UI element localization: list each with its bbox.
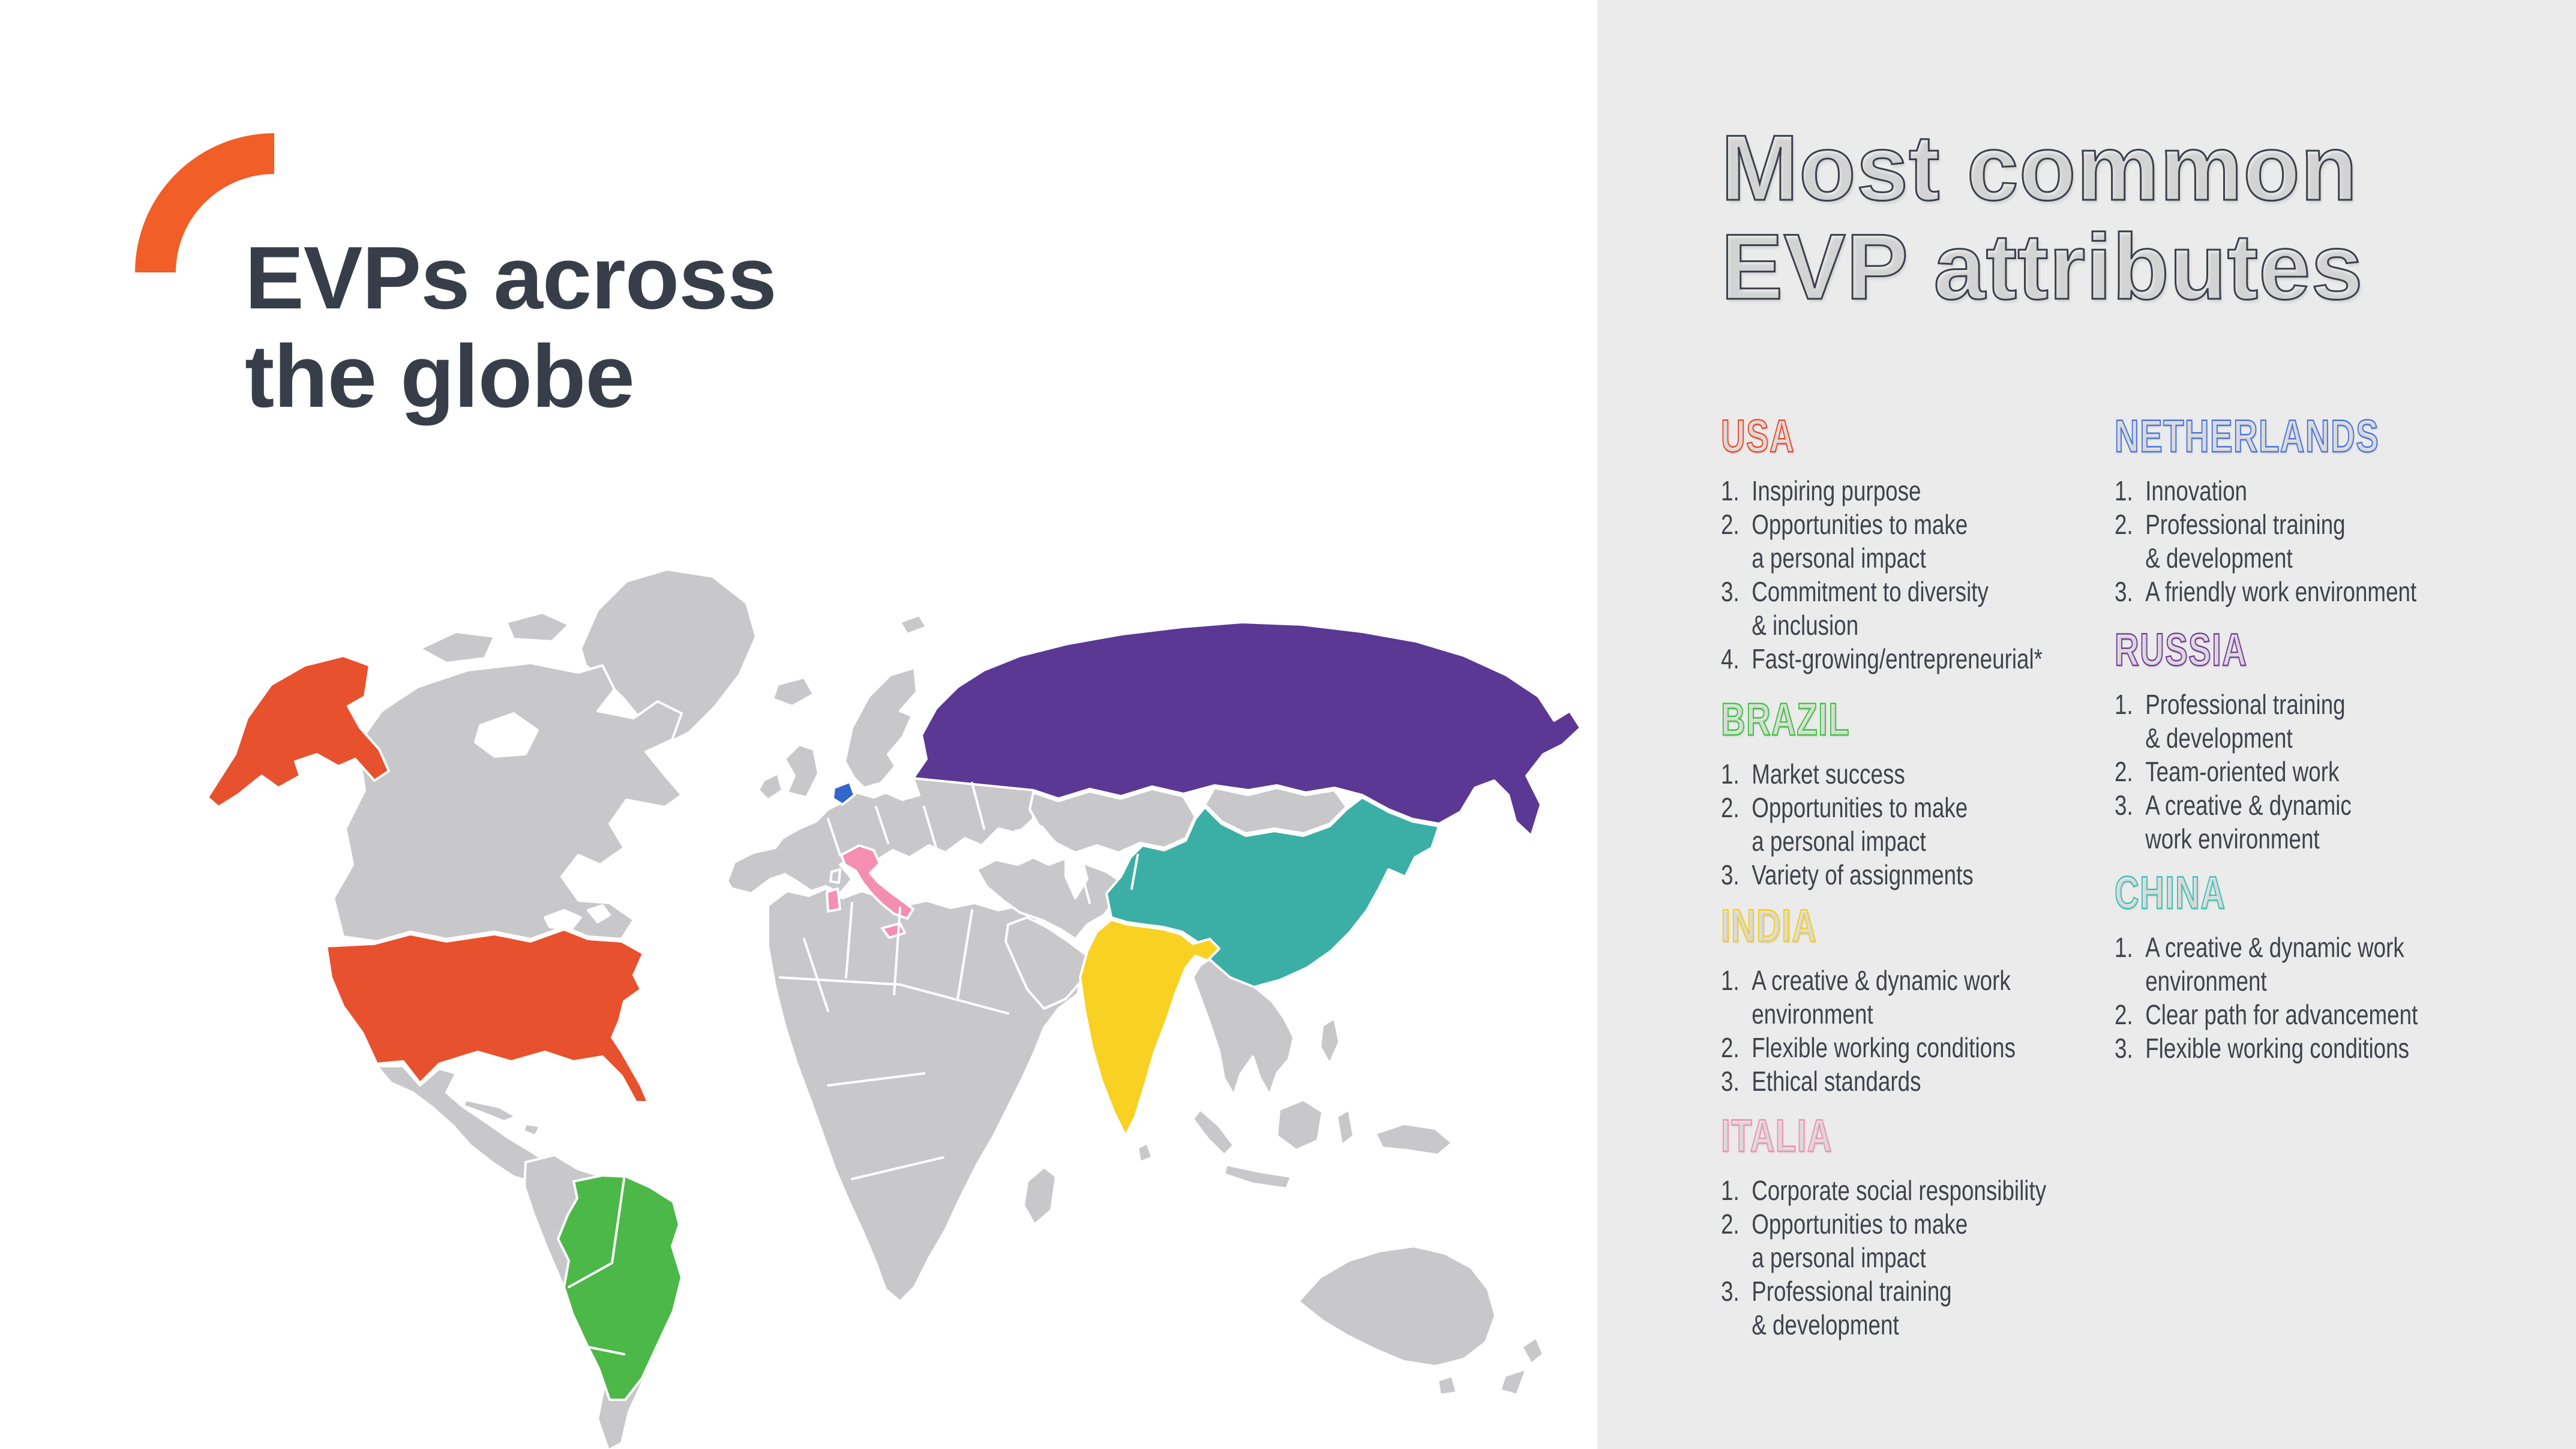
map-country-india [1079,919,1220,1137]
map-corsica [829,868,841,884]
attribute-list: A creative & dynamic work environment Fle… [1721,964,2117,1098]
country-section-usa: USA Inspiring purpose Opportunities to mak… [1720,411,2117,676]
panel-title-line-2: EVP attributes [1720,215,2364,319]
map-country-brazil [557,1174,683,1401]
map-sumatra [1192,1108,1235,1156]
attribute-item: Clear path for advancement [2115,998,2418,1031]
map-sulawesi [1336,1108,1355,1147]
map-new-guinea [1374,1123,1453,1156]
map-arabia [1004,916,1088,1010]
page-title-line-2: the globe [245,327,635,426]
map-new-zealand [1521,1336,1545,1365]
attribute-item: A creative & dynamic work environment [1721,964,2011,1030]
map-hudson-bay [474,712,539,758]
map-philippines [1319,1017,1341,1065]
attribute-list: Professional training & development Team-… [2115,688,2511,856]
attribute-item: Corporate social responsibility [1721,1174,2047,1207]
country-heading-usa: USA [1720,411,1795,462]
country-section-china: CHINA A creative & dynamic work environme… [2114,868,2511,1065]
attribute-item: A creative & dynamic work environment [2115,788,2352,854]
attribute-item: A friendly work environment [2115,575,2417,608]
map-scandinavia [844,667,918,789]
attribute-item: Market success [1721,757,1905,791]
attribute-list: Market success Opportunities to make a pe… [1721,757,2117,892]
panel-title: Most common EVP attributes [1720,116,2364,319]
attribute-item: Opportunities to make a personal impact [1721,508,1968,574]
map-country-netherlands [832,781,856,806]
map-hispaniola [522,1123,541,1137]
world-map-svg [206,568,1582,1449]
country-section-india: INDIA A creative & dynamic work environme… [1720,901,2117,1098]
map-canada [332,662,683,943]
map-black-sea [1014,825,1052,847]
map-ireland [757,772,784,801]
map-sri-lanka [1136,1142,1153,1163]
country-heading-india: INDIA [1720,901,1818,952]
country-heading-netherlands: NETHERLANDS [2114,411,2380,462]
map-tasmania [1437,1375,1458,1396]
map-java [1223,1163,1293,1190]
map-svalbard [899,614,928,635]
map-borneo [1276,1099,1324,1151]
attribute-item: Professional training & development [2115,688,2346,754]
map-country-china [1105,796,1440,988]
attribute-list: Inspiring purpose Opportunities to make a… [1721,474,2117,676]
attribute-item: Commitment to diversity & inclusion [1721,575,1989,641]
map-madagascar [1022,1166,1057,1226]
attribute-list: Innovation Professional training & develo… [2115,474,2511,608]
page-title-line-1: EVPs across [245,229,777,328]
evp-attributes-panel: Most common EVP attributes USA Inspiring … [1597,0,2576,1449]
country-section-italia: ITALIA Corporate social responsibility Opp… [1720,1111,2117,1342]
attribute-item: Inspiring purpose [1721,474,1921,508]
map-uk [784,743,820,799]
map-country-usa [325,928,649,1103]
world-map [60,507,1596,1449]
map-country-sardinia [826,887,841,913]
map-great-lakes [544,909,582,931]
country-section-netherlands: NETHERLANDS Innovation Professional traini… [2114,411,2511,608]
attribute-item: Flexible working conditions [2115,1031,2409,1065]
map-mongolia [1204,787,1348,835]
country-border-lines [568,782,1139,1355]
attribute-item: Flexible working conditions [1721,1031,2016,1064]
map-cuba [462,1099,517,1123]
map-iceland [772,676,815,707]
map-great-lakes [587,904,611,923]
attribute-list: Corporate social responsibility Opportuni… [1721,1174,2117,1342]
attribute-item: Opportunities to make a personal impact [1721,791,1968,857]
map-country-italy [840,844,914,920]
arc-shape [135,133,274,272]
map-new-zealand [1499,1367,1528,1396]
country-heading-china: CHINA [2114,868,2226,919]
map-caspian-sea [1064,851,1088,899]
attribute-item: Team-oriented work [2115,755,2340,788]
attribute-list: A creative & dynamic work environment Cle… [2115,931,2511,1065]
map-australia [1297,1245,1497,1367]
attribute-item: Professional training & development [2115,508,2346,574]
map-arctic-island [419,631,496,664]
attribute-item: Variety of assignments [1721,858,1974,892]
map-country-alaska [206,655,390,808]
brand-arc-logo [135,133,274,272]
attribute-item: Professional training & development [1721,1274,1952,1340]
attribute-item: Ethical standards [1721,1064,1921,1098]
attribute-item: A creative & dynamic work environment [2115,931,2404,997]
attribute-item: Opportunities to make a personal impact [1721,1207,1968,1273]
country-heading-russia: RUSSIA [2114,625,2248,676]
attribute-item: Innovation [2115,474,2248,508]
country-heading-italia: ITALIA [1720,1111,1833,1162]
attribute-item: Fast-growing/entrepreneurial* [1721,642,2043,676]
page-title: EVPs across the globe [245,229,777,426]
country-section-brazil: BRAZIL Market success Opportunities to mak… [1720,694,2117,892]
map-country-russia [912,621,1582,837]
country-heading-brazil: BRAZIL [1720,694,1851,745]
map-arctic-island [505,611,570,643]
panel-title-line-1: Most common [1720,116,2359,220]
country-section-russia: RUSSIA Professional training & developmen… [2114,625,2511,856]
